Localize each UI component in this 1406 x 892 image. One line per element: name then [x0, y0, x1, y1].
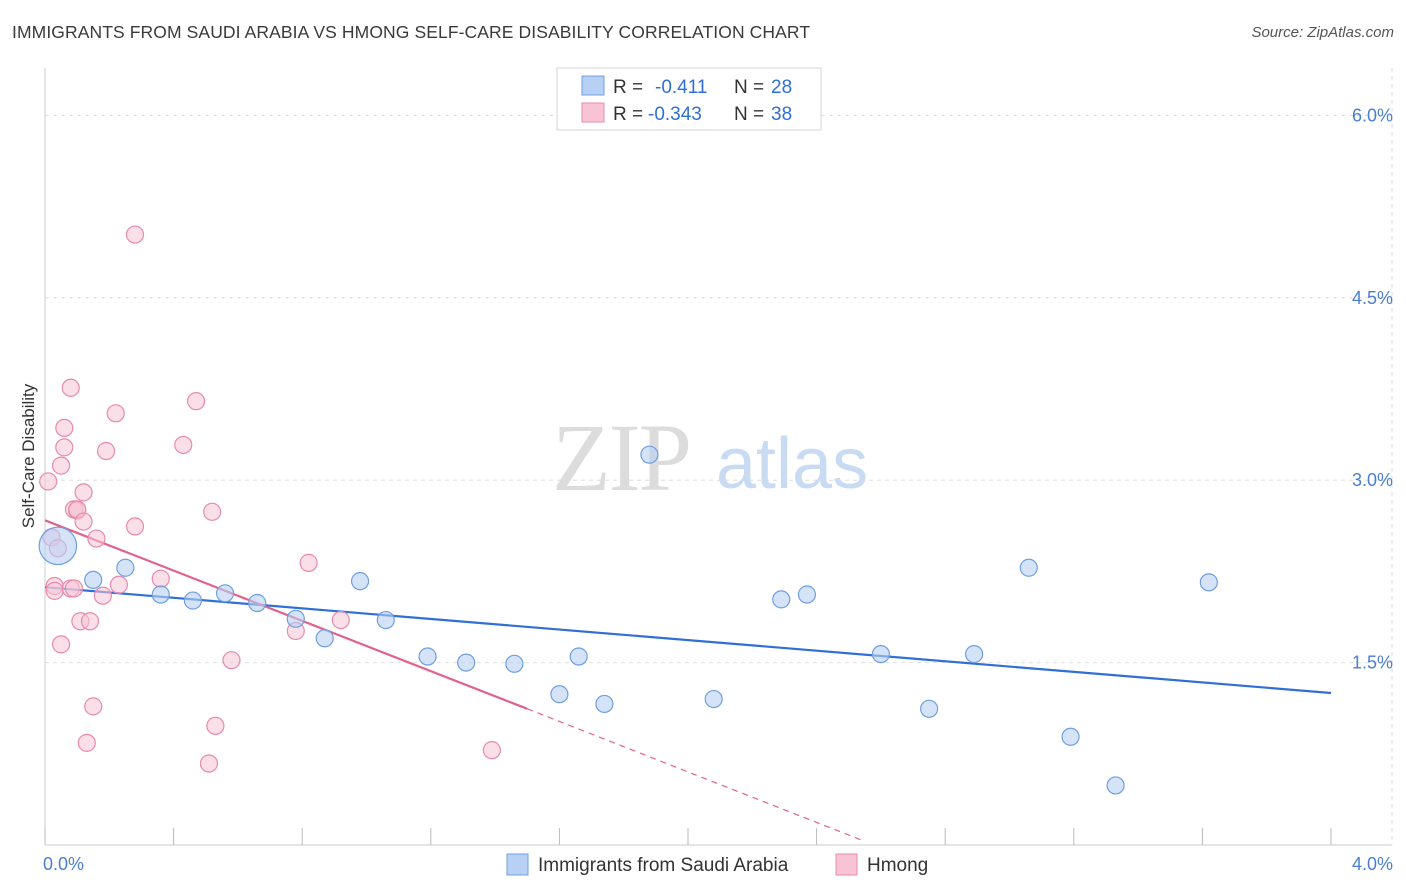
series-legend-swatch-hmong — [835, 853, 858, 876]
watermark: ZIP atlas — [552, 404, 868, 511]
saudi-arabia-point-16 — [595, 694, 614, 714]
hmong-point-11 — [64, 579, 84, 598]
hmong-point-34 — [222, 651, 241, 670]
series-legend-label-hmong: Hmong — [867, 855, 928, 876]
hmong-point-18 — [77, 733, 96, 752]
saudi-arabia-point-6 — [248, 593, 267, 613]
series-legend-label-saudi-arabia: Immigrants from Saudi Arabia — [538, 855, 789, 876]
hmong-point-26 — [125, 517, 145, 536]
saudi-arabia-point-19 — [772, 590, 791, 609]
series-legend-swatch-saudi-arabia — [506, 853, 529, 876]
saudi-arabia-point-7 — [286, 609, 305, 628]
hmong-point-32 — [206, 716, 225, 735]
x-tick-label-0: 0.0% — [43, 854, 84, 874]
hmong-point-25 — [109, 575, 129, 594]
saudi-arabia-point-10 — [376, 610, 395, 630]
axes — [44, 68, 1392, 846]
saudi-arabia-point-23 — [965, 644, 984, 664]
hmong-point-29 — [174, 435, 193, 455]
hmong-point-37 — [331, 610, 350, 630]
saudi-arabia-point-3 — [151, 585, 170, 604]
hmong-point-22 — [93, 586, 112, 605]
hmong-point-31 — [203, 502, 222, 521]
saudi-arabia-point-12 — [457, 653, 476, 672]
legend-swatch-hmong — [581, 102, 605, 123]
legend-r-value-2: -0.343 — [648, 104, 702, 125]
hmong-point-20 — [84, 697, 103, 716]
hmong-point-16 — [74, 512, 93, 531]
legend-r-value-1: -0.411 — [655, 77, 707, 98]
y-tick-label-3: 6.0% — [1352, 105, 1393, 125]
saudi-arabia-point-14 — [550, 685, 569, 704]
hmong-trend-line — [44, 519, 528, 710]
saudi-arabia-point-17 — [640, 445, 659, 464]
saudi-arabia-points — [38, 445, 1218, 795]
saudi-arabia-point-22 — [920, 699, 939, 718]
hmong-point-3 — [45, 581, 64, 600]
hmong-point-24 — [106, 404, 125, 423]
hmong-trend-extension — [527, 708, 866, 842]
x-tick-label-1: 4.0% — [1352, 854, 1393, 874]
hmong-point-33 — [199, 754, 219, 773]
y-tick-label-0: 1.5% — [1352, 653, 1393, 673]
legend-n-label-1: N = — [734, 77, 764, 98]
gridlines — [45, 68, 1393, 845]
legend-swatch-saudi-arabia — [581, 75, 605, 96]
legend-n-value-2: 38 — [771, 104, 792, 125]
y-tick-label-2: 4.5% — [1352, 288, 1393, 308]
saudi-arabia-point-27 — [1199, 573, 1218, 592]
hmong-point-9 — [61, 378, 80, 397]
saudi-arabia-point-24 — [1019, 558, 1038, 577]
y-axis-title: Self-Care Disability — [19, 383, 38, 528]
hmong-point-28 — [151, 569, 170, 588]
hmong-point-19 — [80, 612, 100, 631]
legend-r-label-1: R = — [613, 77, 643, 98]
saudi-arabia-point-18 — [704, 689, 723, 709]
hmong-point-7 — [55, 418, 74, 438]
saudi-arabia-point-21 — [871, 644, 891, 664]
y-tick-labels: 1.5% 3.0% 4.5% 6.0% — [1352, 105, 1393, 672]
hmong-point-5 — [51, 456, 71, 475]
y-tick-label-1: 3.0% — [1352, 470, 1393, 490]
stats-legend: R = -0.411 N = 28 R = -0.343 N = 38 — [556, 67, 822, 131]
saudi-arabia-point-15 — [569, 647, 588, 666]
chart-title: IMMIGRANTS FROM SAUDI ARABIA VS HMONG SE… — [12, 22, 811, 42]
trend-lines — [44, 519, 1332, 842]
saudi-arabia-point-0 — [38, 526, 78, 566]
saudi-arabia-point-26 — [1106, 776, 1125, 795]
saudi-arabia-point-11 — [418, 647, 437, 666]
hmong-point-21 — [87, 529, 106, 548]
hmong-point-30 — [187, 392, 206, 411]
hmong-point-27 — [125, 225, 145, 244]
hmong-point-23 — [96, 441, 116, 461]
saudi-arabia-point-13 — [505, 654, 524, 673]
hmong-point-36 — [299, 553, 318, 572]
source-credit: Source: ZipAtlas.com — [1251, 24, 1394, 41]
hmong-point-0 — [39, 472, 58, 491]
legend-n-label-2: N = — [734, 104, 764, 125]
saudi-arabia-point-4 — [183, 591, 202, 610]
saudi-arabia-point-9 — [350, 572, 370, 591]
hmong-point-38 — [482, 741, 501, 760]
watermark-zip: ZIP — [552, 404, 690, 511]
series-legend: Immigrants from Saudi Arabia Hmong — [506, 853, 928, 876]
watermark-atlas: atlas — [716, 424, 868, 504]
saudi-arabia-point-2 — [116, 558, 135, 577]
saudi-arabia-trend-line — [44, 586, 1332, 695]
legend-r-label-2: R = — [613, 104, 643, 125]
saudi-arabia-point-8 — [315, 629, 334, 648]
saudi-arabia-point-5 — [215, 584, 235, 603]
x-tick-labels: 0.0% 4.0% — [43, 854, 1393, 874]
hmong-points — [39, 225, 501, 773]
legend-n-value-1: 28 — [771, 77, 792, 98]
hmong-point-17 — [74, 483, 93, 502]
saudi-arabia-point-25 — [1061, 727, 1080, 746]
hmong-point-8 — [55, 438, 74, 457]
saudi-arabia-point-1 — [84, 570, 103, 590]
saudi-arabia-point-20 — [797, 585, 817, 604]
hmong-point-6 — [51, 635, 71, 654]
